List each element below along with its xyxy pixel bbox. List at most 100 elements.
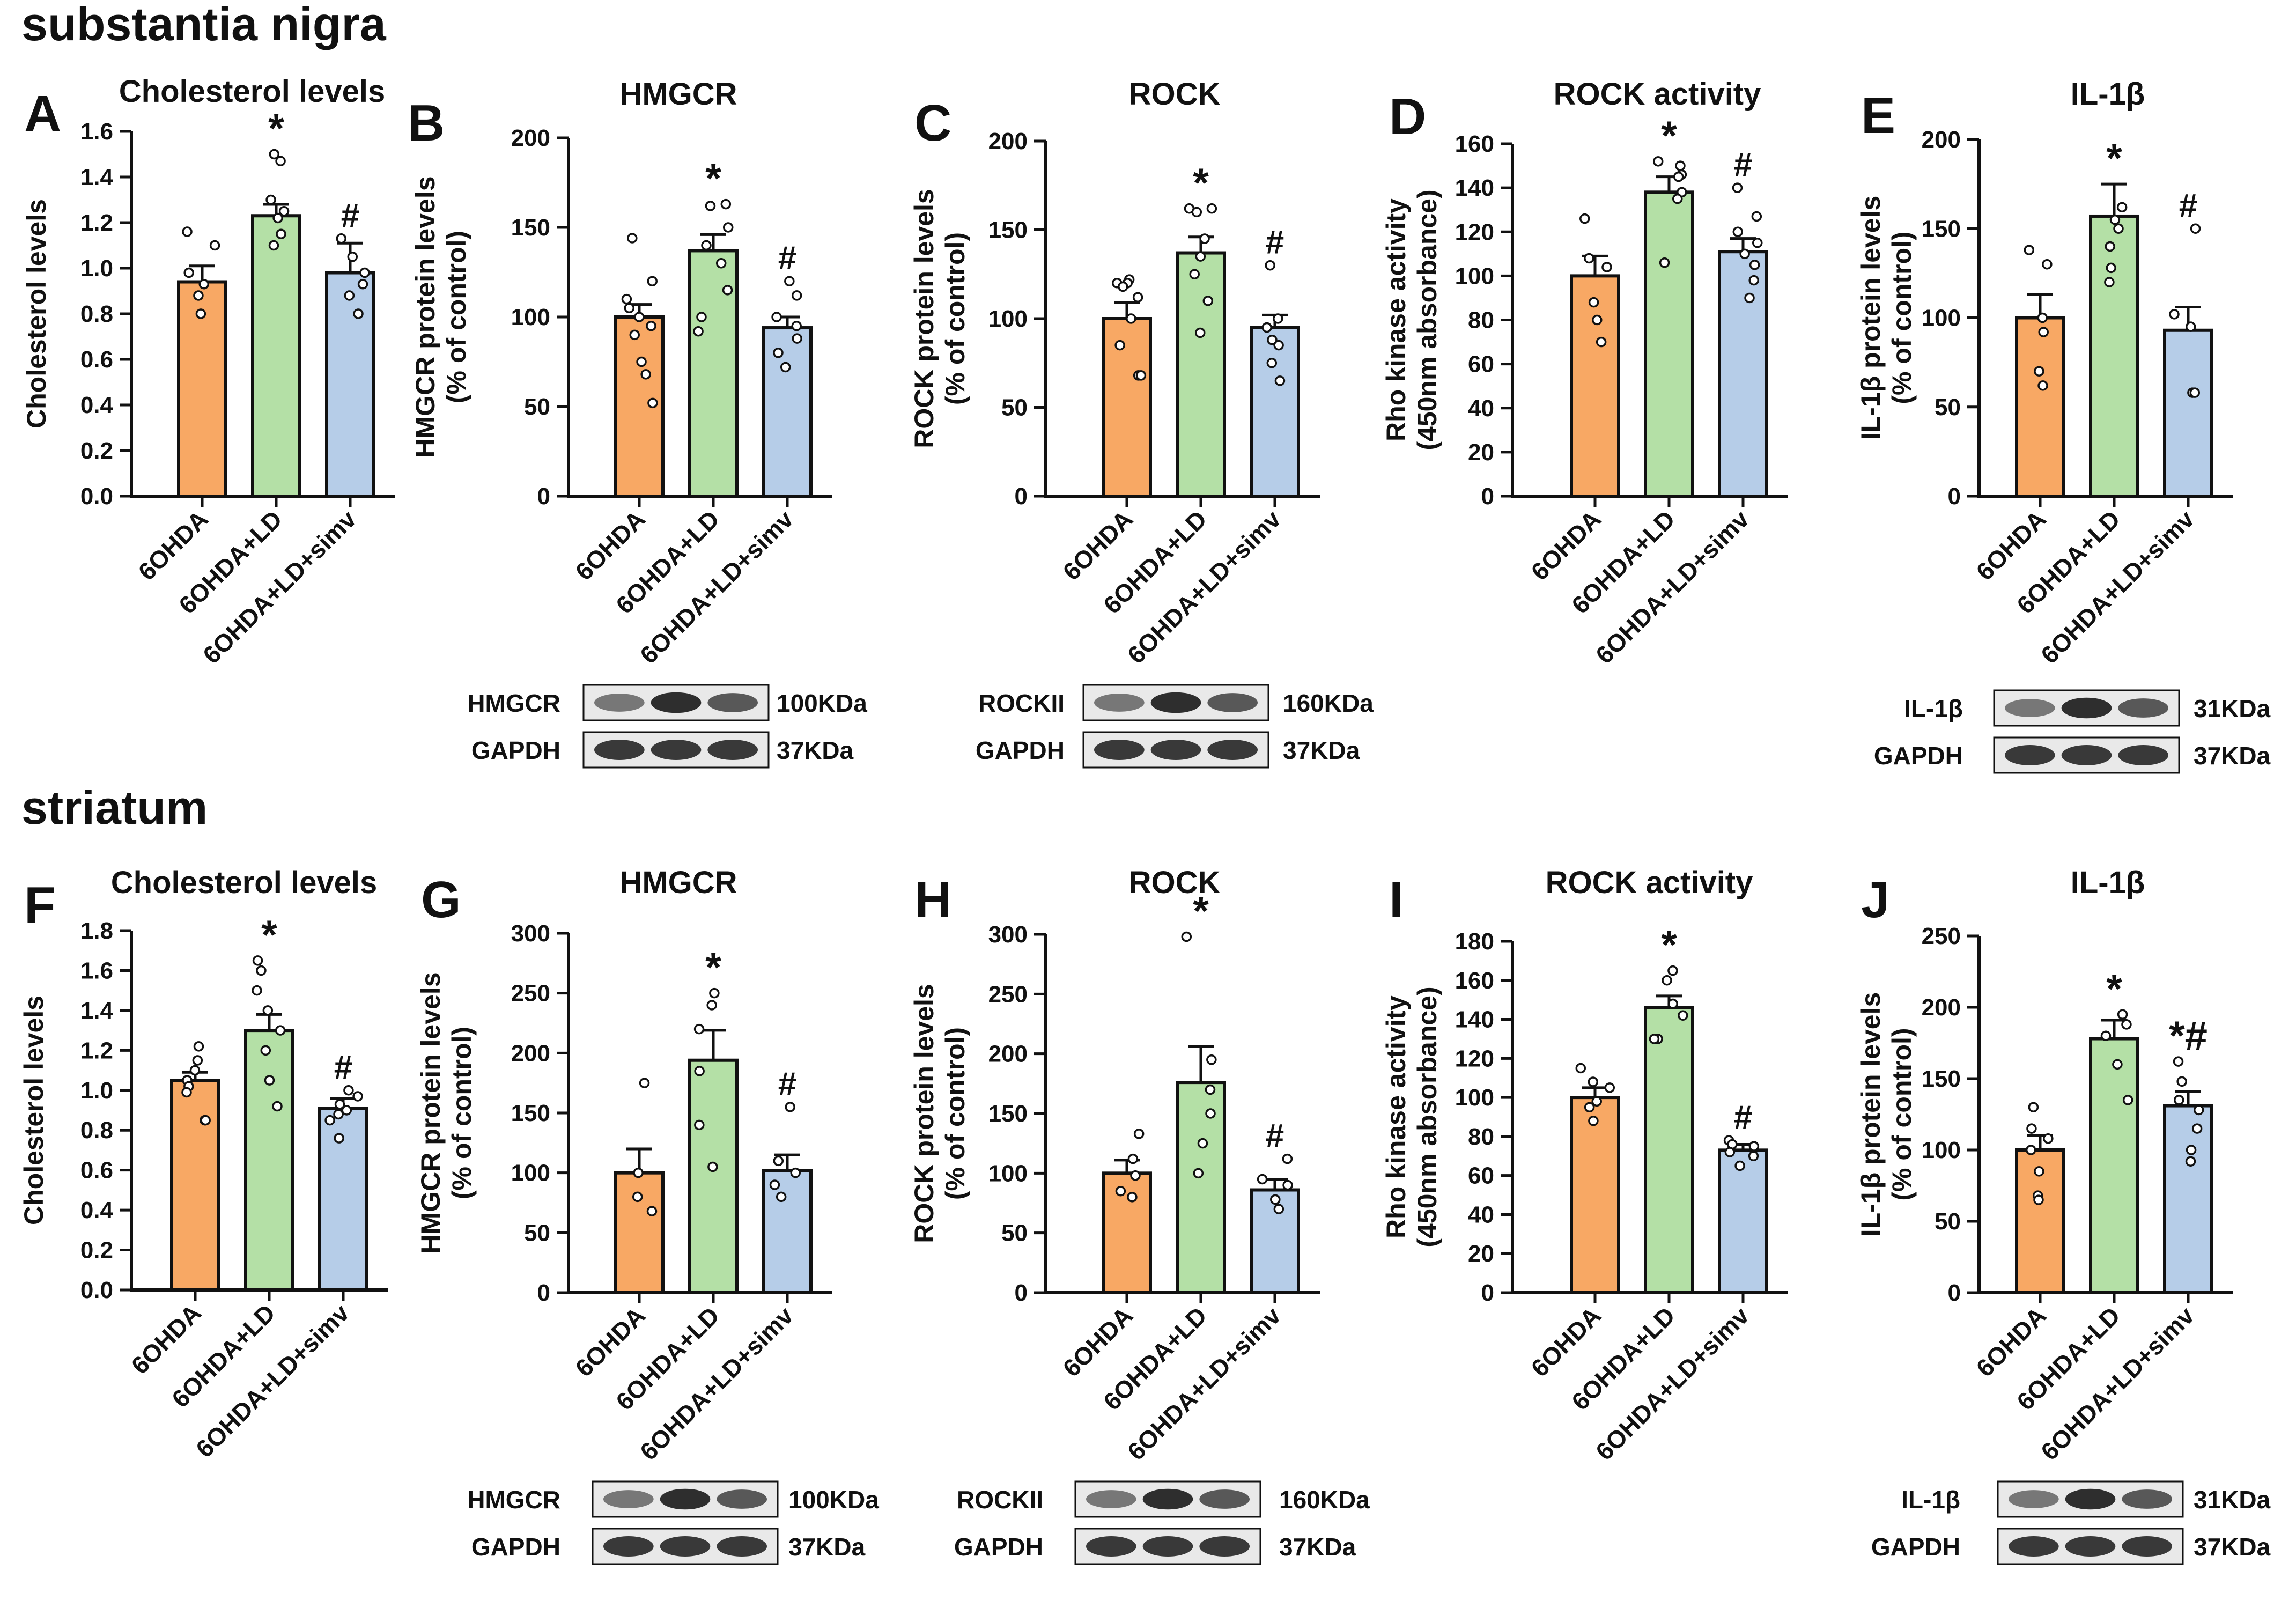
y-tick-label: 100	[1922, 1137, 1961, 1163]
bar-f-0	[170, 1079, 220, 1292]
data-point	[1744, 292, 1755, 304]
data-point	[790, 1167, 801, 1178]
data-point	[2185, 1156, 2196, 1167]
y-tick-label: 100	[1455, 1085, 1494, 1111]
data-point	[252, 955, 263, 966]
y-axis-label: (% of control)	[1887, 1028, 1917, 1200]
y-axis-label: Rho kinase activity	[1381, 198, 1411, 441]
data-point	[272, 212, 283, 224]
data-point	[624, 303, 635, 314]
significance-marker: *	[705, 945, 721, 991]
data-point	[1596, 336, 1607, 348]
data-point	[1748, 1141, 1760, 1152]
chart-title: ROCK activity	[1546, 865, 1753, 900]
data-point	[1675, 160, 1686, 171]
y-axis-label: (% of control)	[1887, 231, 1917, 404]
data-point	[209, 240, 220, 251]
data-point	[1732, 226, 1744, 237]
data-point	[268, 240, 279, 251]
data-point	[720, 198, 732, 210]
data-point	[1265, 260, 1275, 271]
data-point	[1588, 1076, 1598, 1087]
data-point	[2026, 1123, 2037, 1134]
panel-letter: J	[1861, 871, 1889, 928]
data-point	[1202, 296, 1214, 306]
data-point	[262, 1005, 274, 1016]
blot-protein-label: IL-1β	[1901, 1486, 1960, 1514]
blot-protein-label: HMGCR	[467, 1486, 560, 1514]
panel-letter: C	[914, 94, 951, 152]
panel-a: A Cholesterol levels 0.0 0.2 0.4 0.6 0.8 1.0 1.2…	[21, 74, 395, 669]
y-tick-label: 0	[1015, 1280, 1028, 1306]
y-tick-label: 0	[1481, 483, 1494, 510]
bar-d-2	[1718, 250, 1768, 498]
blot-protein-label: ROCKII	[957, 1486, 1043, 1514]
data-point	[1193, 1168, 1204, 1179]
panel-letter: G	[421, 871, 461, 928]
y-tick-label: 160	[1455, 131, 1494, 157]
bar-e-2	[2163, 328, 2213, 498]
data-point	[182, 226, 193, 237]
blot-protein-label: ROCKII	[978, 689, 1065, 717]
data-point	[1579, 213, 1590, 224]
y-axis-label: Cholesterol levels	[19, 995, 49, 1225]
data-point	[2191, 1123, 2203, 1134]
y-tick-label: 100	[988, 306, 1028, 332]
bar-a-2	[325, 271, 375, 498]
blot-band	[1142, 1488, 1193, 1510]
data-point	[693, 326, 704, 337]
data-point	[1273, 313, 1283, 324]
data-point	[1601, 262, 1612, 272]
blot-size-label: 100KDa	[788, 1486, 879, 1514]
data-point	[272, 1101, 283, 1112]
data-point	[192, 1055, 203, 1066]
chart-title: IL-1β	[2071, 865, 2145, 900]
data-point	[1673, 171, 1684, 182]
panel-letter: I	[1389, 871, 1404, 928]
data-point	[183, 267, 194, 278]
blot-band	[717, 1489, 767, 1509]
data-point	[1197, 1138, 1208, 1149]
y-tick-label: 80	[1468, 307, 1494, 334]
blot-band	[1207, 740, 1258, 760]
data-point	[722, 285, 733, 296]
blot-band	[651, 740, 702, 760]
data-point	[1667, 998, 1678, 1009]
y-tick-label: 0	[537, 483, 550, 510]
panel-letter: F	[24, 876, 56, 934]
data-point	[2169, 309, 2180, 320]
data-point	[2042, 259, 2053, 270]
y-tick-label: 1.2	[80, 210, 113, 236]
data-point	[694, 1066, 705, 1076]
blot-protein-label: GAPDH	[1874, 742, 1963, 770]
y-tick-label: 100	[511, 304, 550, 330]
significance-marker: #	[1266, 1118, 1284, 1155]
data-point	[1592, 314, 1603, 326]
blot-protein-label: GAPDH	[471, 736, 560, 764]
y-tick-label: 0.0	[80, 483, 113, 510]
data-point	[784, 276, 795, 286]
data-point	[1274, 375, 1286, 386]
significance-marker: *	[1193, 160, 1209, 206]
data-point	[640, 369, 651, 380]
panel-e: E IL-1β 0 50 100 150 200 IL-1β protein levels (%…	[1856, 77, 2271, 774]
y-tick-label: 100	[1922, 305, 1961, 331]
y-tick-label: 0	[1948, 483, 1961, 510]
y-axis-label: IL-1β protein levels	[1856, 196, 1886, 440]
panel-g: G HMGCR 0 50 100 150 200 250 300 HMGCR protein le…	[416, 865, 879, 1565]
y-tick-label: 1.6	[80, 119, 113, 145]
blot-protein-label: HMGCR	[467, 689, 560, 717]
y-tick-label: 0.2	[80, 1237, 113, 1264]
y-axis-label: (% of control)	[447, 1027, 477, 1199]
data-point	[193, 1041, 204, 1052]
y-tick-label: 1.4	[80, 998, 114, 1024]
blot-band	[603, 1490, 654, 1508]
bar-d-1	[1644, 190, 1694, 498]
data-point	[2122, 1095, 2133, 1105]
significance-marker: *	[1661, 923, 1677, 968]
y-tick-label: 100	[988, 1160, 1028, 1186]
y-tick-label: 80	[1468, 1124, 1494, 1150]
data-point	[1667, 965, 1678, 976]
y-tick-label: 50	[1001, 1220, 1028, 1247]
y-axis-label: (% of control)	[940, 232, 970, 405]
